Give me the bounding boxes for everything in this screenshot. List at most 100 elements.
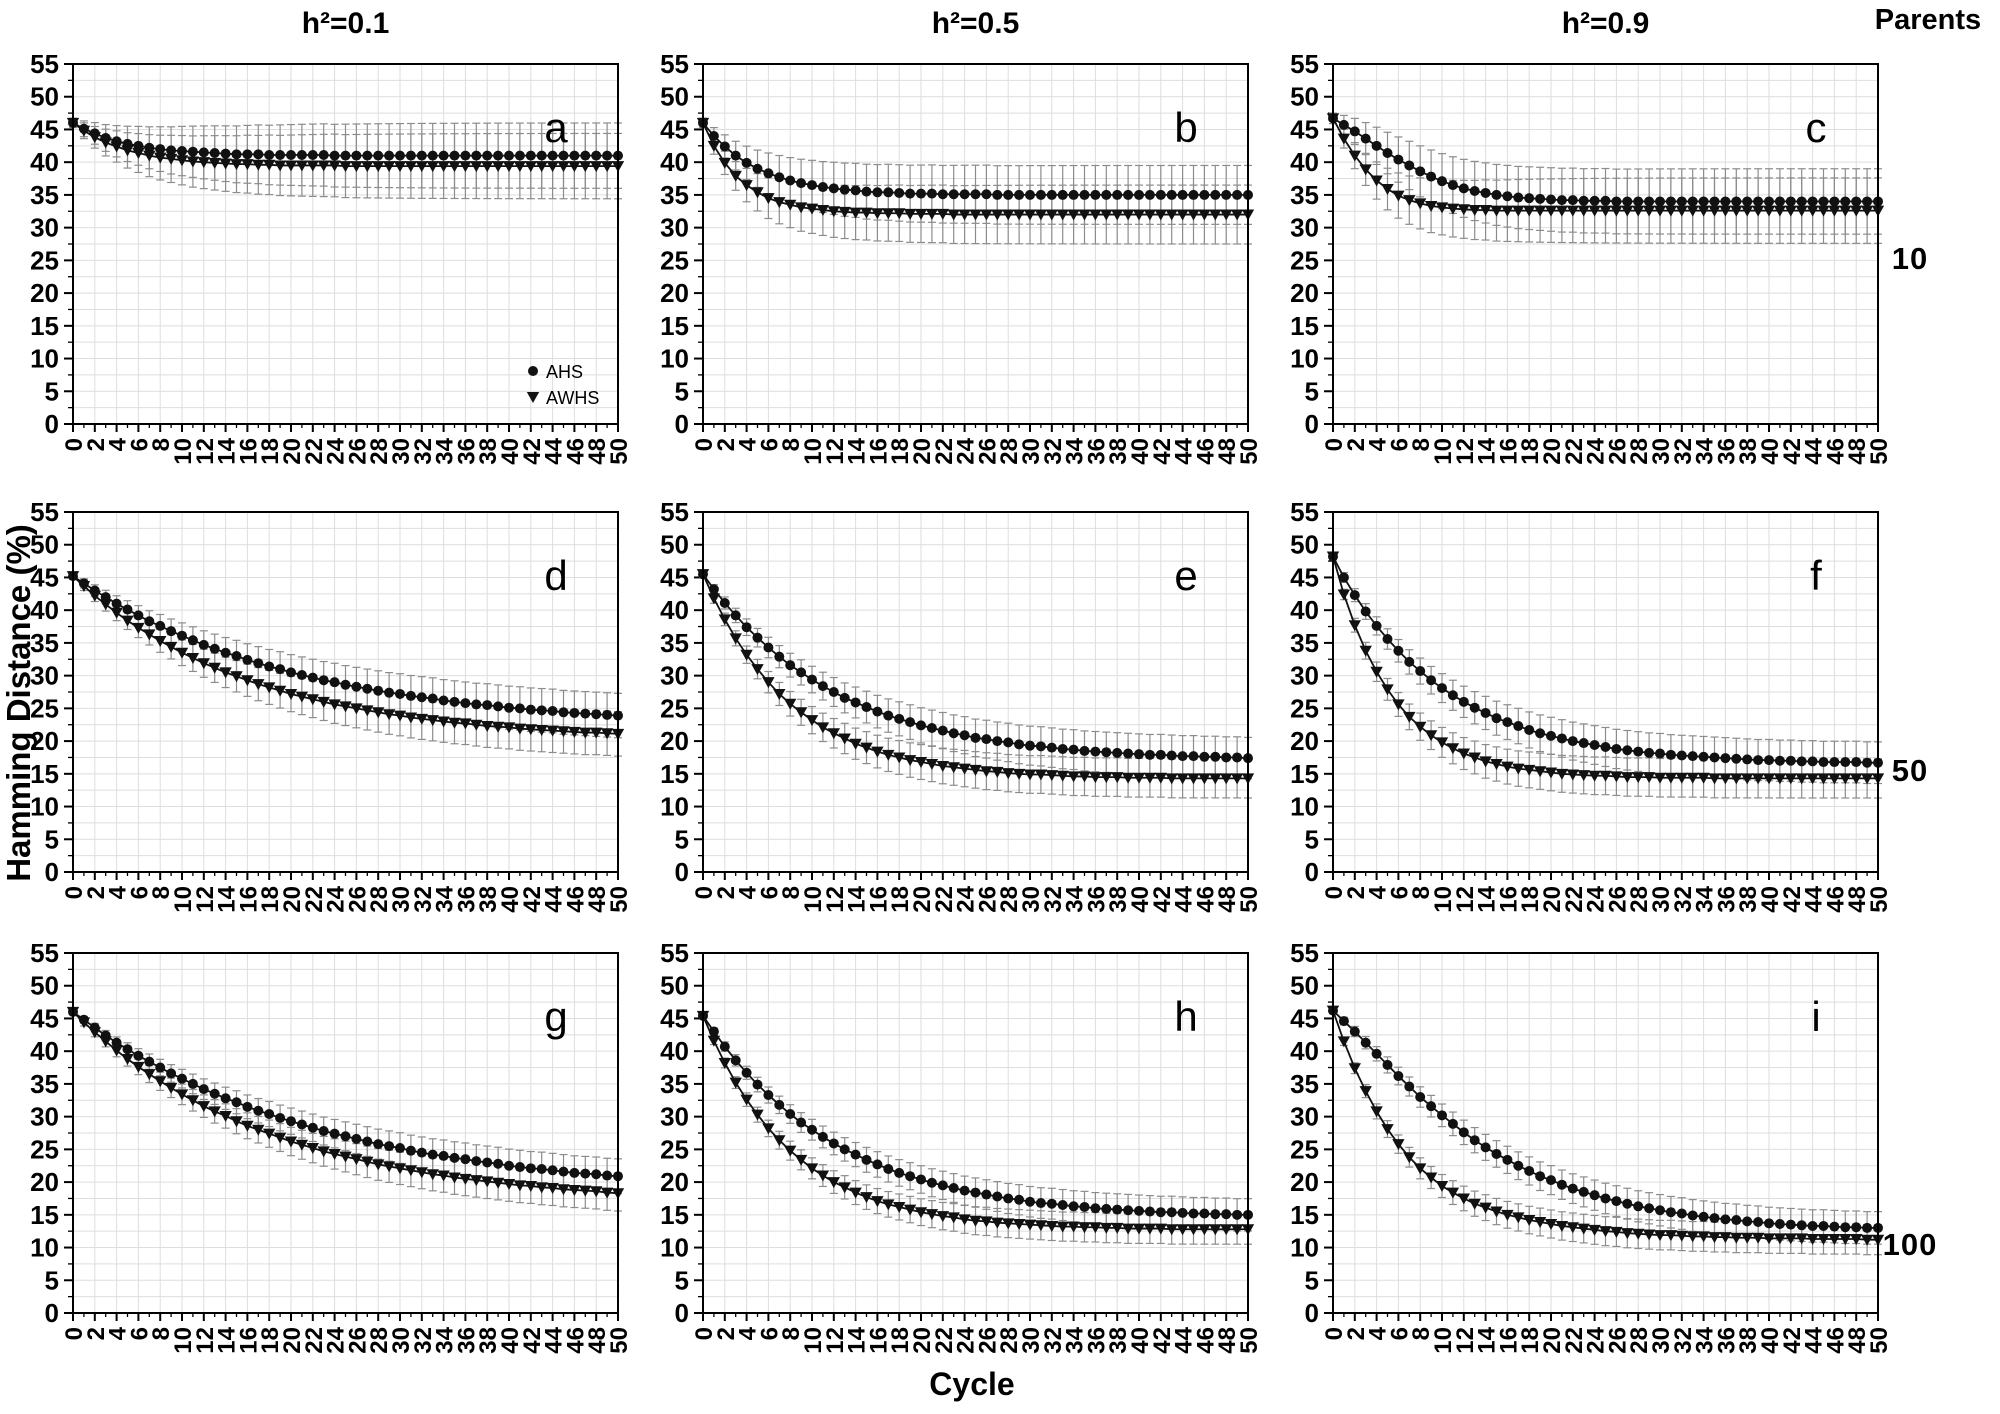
chart-panel-f: 0 5 10 15 20 25 30 35 40 45 50 55 0 2 4 6 8 10 12 14 16 18 20 2… [1268,497,1893,927]
svg-text:45: 45 [660,114,689,144]
svg-text:20: 20 [909,438,936,465]
svg-text:55: 55 [30,938,59,968]
svg-text:36: 36 [1083,438,1110,465]
svg-text:50: 50 [606,1327,633,1354]
svg-text:2: 2 [713,1327,740,1340]
svg-text:44: 44 [541,885,568,912]
svg-text:44: 44 [1801,1326,1828,1353]
svg-text:2: 2 [713,438,740,451]
svg-text:16: 16 [865,886,892,913]
svg-text:15: 15 [30,759,59,789]
svg-text:50: 50 [606,886,633,913]
svg-text:32: 32 [410,1327,437,1354]
svg-text:30: 30 [1018,438,1045,465]
svg-text:10: 10 [170,886,197,913]
panel-letter-f: f [1810,552,1822,599]
svg-text:12: 12 [192,438,219,465]
svg-text:30: 30 [1290,661,1319,691]
svg-text:20: 20 [1539,1327,1566,1354]
svg-text:10: 10 [1290,344,1319,374]
svg-text:40: 40 [1757,1327,1784,1354]
svg-text:4: 4 [1365,885,1392,899]
svg-text:48: 48 [1214,438,1241,465]
svg-text:4: 4 [735,885,762,899]
svg-text:55: 55 [1290,49,1319,79]
svg-text:26: 26 [344,438,371,465]
panel-letter-c: c [1806,104,1827,151]
svg-text:32: 32 [410,886,437,913]
chart-panel-svg-i: 0510152025303540455055024681012141618202… [1290,938,1893,1354]
svg-text:40: 40 [1290,595,1319,625]
svg-text:30: 30 [1290,1102,1319,1132]
svg-text:32: 32 [1670,886,1697,913]
svg-text:4: 4 [735,1326,762,1340]
svg-text:20: 20 [1290,278,1319,308]
svg-text:10: 10 [660,1233,689,1263]
svg-text:26: 26 [974,1327,1001,1354]
row-label-parents-10: 10 [1891,241,1929,276]
svg-text:48: 48 [1844,438,1871,465]
svg-text:30: 30 [30,213,59,243]
svg-text:48: 48 [1214,886,1241,913]
svg-text:42: 42 [1779,886,1806,913]
svg-text:18: 18 [1517,438,1544,465]
legend: AHS AWHS [526,362,599,408]
svg-text:24: 24 [1583,437,1610,464]
svg-text:10: 10 [1430,438,1457,465]
series-awhs-markers [1326,113,1885,217]
svg-text:28: 28 [1626,1327,1653,1354]
svg-text:16: 16 [1495,1327,1522,1354]
svg-text:44: 44 [541,1326,568,1353]
svg-text:24: 24 [1583,885,1610,912]
svg-text:18: 18 [887,886,914,913]
svg-text:4: 4 [105,437,132,451]
svg-text:38: 38 [1735,886,1762,913]
svg-text:44: 44 [1171,437,1198,464]
svg-text:46: 46 [1192,1327,1219,1354]
svg-text:46: 46 [562,886,589,913]
svg-text:30: 30 [388,438,415,465]
svg-text:22: 22 [931,886,958,913]
svg-text:20: 20 [30,726,59,756]
svg-text:34: 34 [432,885,459,912]
svg-text:50: 50 [1236,886,1263,913]
svg-text:0: 0 [675,409,689,439]
svg-text:40: 40 [1127,886,1154,913]
svg-text:30: 30 [660,1102,689,1132]
svg-text:5: 5 [1305,376,1319,406]
svg-text:45: 45 [660,1003,689,1033]
svg-text:14: 14 [844,1326,871,1353]
svg-text:48: 48 [1214,1327,1241,1354]
svg-text:55: 55 [30,49,59,79]
svg-text:46: 46 [1822,886,1849,913]
svg-text:42: 42 [519,438,546,465]
chart-panel-e: 0 5 10 15 20 25 30 35 40 45 50 55 0 2 4 6 8 10 12 14 16 18 20 2… [638,497,1263,927]
svg-text:40: 40 [1757,886,1784,913]
svg-text:45: 45 [1290,1003,1319,1033]
chart-panel-c: 0 5 10 15 20 25 30 35 40 45 50 55 0 2 4 6 8 10 12 14 16 18 20 2… [1268,49,1893,479]
svg-text:8: 8 [778,1327,805,1340]
svg-text:20: 20 [660,278,689,308]
svg-text:50: 50 [1290,971,1319,1001]
svg-text:6: 6 [1386,1327,1413,1340]
svg-text:38: 38 [1105,438,1132,465]
legend-label-awhs: AWHS [546,388,599,408]
svg-text:40: 40 [497,1327,524,1354]
svg-text:42: 42 [519,1327,546,1354]
series-awhs-markers [696,117,1255,221]
svg-text:16: 16 [235,1327,262,1354]
svg-text:46: 46 [562,438,589,465]
svg-text:36: 36 [1713,438,1740,465]
svg-text:55: 55 [1290,938,1319,968]
series-awhs-markers [1326,551,1885,785]
svg-text:20: 20 [909,886,936,913]
svg-text:44: 44 [1171,1326,1198,1353]
svg-text:4: 4 [735,437,762,451]
svg-text:12: 12 [822,886,849,913]
svg-text:2: 2 [1343,438,1370,451]
svg-text:8: 8 [778,886,805,899]
svg-text:40: 40 [30,1036,59,1066]
svg-text:10: 10 [30,1233,59,1263]
svg-text:30: 30 [660,661,689,691]
svg-text:6: 6 [126,438,153,451]
